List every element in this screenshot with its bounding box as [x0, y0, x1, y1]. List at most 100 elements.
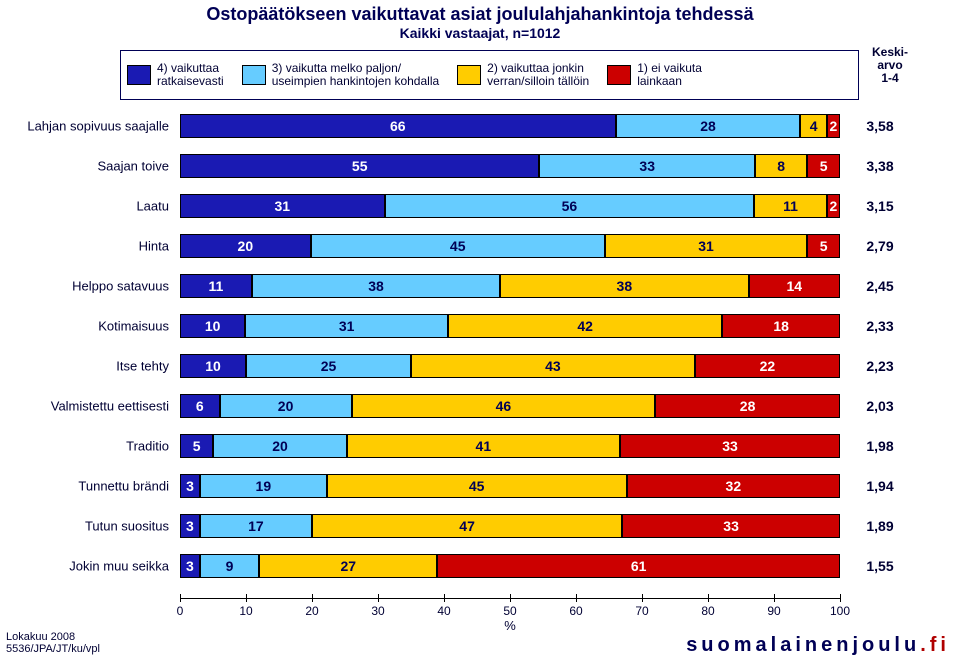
bar-track: 5204133: [180, 434, 840, 458]
legend-swatch: [457, 65, 481, 85]
legend-label: 4) vaikuttaaratkaisevasti: [157, 62, 224, 88]
axis-tick: [642, 594, 643, 602]
bar-segment: 22: [695, 354, 840, 378]
table-row: Traditio 5204133 1,98: [0, 428, 960, 464]
bar-track: 392761: [180, 554, 840, 578]
row-average: 1,55: [850, 558, 910, 574]
bar-segment: 18: [722, 314, 840, 338]
table-row: Lahjan sopivuus saajalle6628423,58: [0, 108, 960, 144]
row-average: 2,79: [850, 238, 910, 254]
axis-tick: [312, 594, 313, 602]
bar-segment: 43: [411, 354, 695, 378]
row-label: Kotimaisuus: [0, 319, 175, 334]
bar-segment: 47: [312, 514, 622, 538]
table-row: Valmistettu eettisesti62046282,03: [0, 388, 960, 424]
bar-segment: 38: [252, 274, 500, 298]
bar-segment: 2: [827, 194, 840, 218]
bar-segment: 11: [180, 274, 252, 298]
bar-segment: 3: [180, 554, 200, 578]
bar-segment: 31: [605, 234, 808, 258]
legend: 4) vaikuttaaratkaisevasti 3) vaikutta mel…: [120, 50, 859, 100]
bar-segment: 66: [180, 114, 616, 138]
row-label: Traditio: [0, 439, 175, 454]
legend-item: 1) ei vaikutalainkaan: [607, 62, 702, 88]
bar-segment: 9: [200, 554, 259, 578]
bar-track: 553385: [180, 154, 840, 178]
bar-segment: 20: [220, 394, 352, 418]
axis-tick: [510, 594, 511, 602]
axis-tick: [378, 594, 379, 602]
table-row: Kotimaisuus103142182,33: [0, 308, 960, 344]
bar-segment: 27: [259, 554, 437, 578]
axis-tick-label: 90: [767, 604, 780, 618]
bar-segment: 42: [448, 314, 722, 338]
axis-tick: [774, 594, 775, 602]
legend-swatch: [607, 65, 631, 85]
legend-item: 4) vaikuttaaratkaisevasti: [127, 62, 224, 88]
bar-track: 662842: [180, 114, 840, 138]
axis-tick-label: 100: [830, 604, 850, 618]
row-average: 2,23: [850, 358, 910, 374]
row-average: 2,33: [850, 318, 910, 334]
axis-tick-label: 10: [239, 604, 252, 618]
axis-tick-label: 0: [177, 604, 184, 618]
axis-tick-label: 70: [635, 604, 648, 618]
bar-track: 3194532: [180, 474, 840, 498]
axis-tick: [246, 594, 247, 602]
table-row: Jokin muu seikka 392761 1,55: [0, 548, 960, 584]
bar-segment: 45: [311, 234, 605, 258]
bar-track: 2045315: [180, 234, 840, 258]
table-row: Laatu31561123,15: [0, 188, 960, 224]
axis-label: %: [180, 618, 840, 633]
bar-segment: 14: [749, 274, 840, 298]
bar-segment: 41: [347, 434, 620, 458]
legend-item: 3) vaikutta melko paljon/useimpien hanki…: [242, 62, 439, 88]
axis-tick: [840, 594, 841, 602]
bar-segment: 6: [180, 394, 220, 418]
table-row: Helppo satavuus113838142,45: [0, 268, 960, 304]
bar-segment: 8: [755, 154, 807, 178]
table-row: Saajan toive5533853,38: [0, 148, 960, 184]
bar-segment: 5: [180, 434, 213, 458]
row-average: 2,03: [850, 398, 910, 414]
axis-tick-label: 60: [569, 604, 582, 618]
axis-tick-label: 20: [305, 604, 318, 618]
bar-segment: 20: [213, 434, 346, 458]
legend-label: 2) vaikuttaa jonkinverran/silloin tällöi…: [487, 62, 589, 88]
table-row: Tutun suositus31747331,89: [0, 508, 960, 544]
axis-tick-label: 80: [701, 604, 714, 618]
bar-segment: 10: [180, 354, 246, 378]
axis-tick: [576, 594, 577, 602]
bar-segment: 5: [807, 154, 840, 178]
bar-track: 10254322: [180, 354, 840, 378]
bar-segment: 28: [616, 114, 801, 138]
bar-segment: 56: [385, 194, 755, 218]
legend-label: 1) ei vaikutalainkaan: [637, 62, 702, 88]
row-label: Valmistettu eettisesti: [0, 399, 175, 414]
bar-segment: 38: [500, 274, 748, 298]
row-label: Saajan toive: [0, 159, 175, 174]
wordmark: suomalainenjoulu.fi: [686, 634, 950, 657]
bar-segment: 31: [180, 194, 385, 218]
avg-column-header: Keski-arvo1-4: [855, 46, 925, 86]
legend-label: 3) vaikutta melko paljon/useimpien hanki…: [272, 62, 439, 88]
bar-segment: 55: [180, 154, 539, 178]
bar-segment: 3: [180, 514, 200, 538]
row-label: Tunnettu brändi: [0, 479, 175, 494]
chart-title: Ostopäätökseen vaikuttavat asiat joulula…: [0, 0, 960, 25]
bar-segment: 33: [620, 434, 840, 458]
row-label: Tutun suositus: [0, 519, 175, 534]
row-label: Itse tehty: [0, 359, 175, 374]
table-row: Tunnettu brändi31945321,94: [0, 468, 960, 504]
bar-segment: 61: [437, 554, 840, 578]
bar-chart: Lahjan sopivuus saajalle6628423,58 Saajan…: [0, 108, 960, 588]
axis-tick: [180, 594, 181, 602]
row-average: 2,45: [850, 278, 910, 294]
bar-segment: 17: [200, 514, 312, 538]
bar-segment: 33: [539, 154, 755, 178]
row-label: Jokin muu seikka: [0, 559, 175, 574]
legend-swatch: [127, 65, 151, 85]
bar-segment: 20: [180, 234, 311, 258]
footer-left: Lokakuu 20085536/JPA/JT/ku/vpl: [6, 631, 100, 655]
row-average: 1,98: [850, 438, 910, 454]
